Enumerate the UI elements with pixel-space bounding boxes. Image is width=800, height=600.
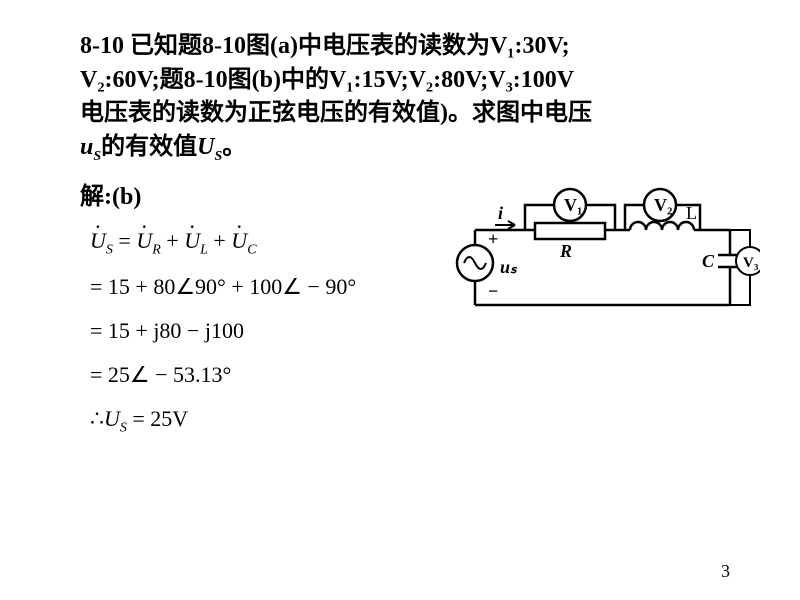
equation-4: = 25∠ − 53.13° [90,353,740,397]
minus-label: − [488,281,498,301]
problem-line-3: 电压表的读数为正弦电压的有效值)。求图中电压 [80,97,740,131]
problem-line-2: V₂:60V;题8-10图(b)中的V₁:15V;V₂:80V;V₃:100V [80,64,740,98]
page-number: 3 [721,561,730,582]
equation-5: ∴US = 25V [90,397,740,442]
problem-statement: 8-10 已知题8-10图(a)中电压表的读数为V₁:30V; V₂:60V;题… [80,30,740,166]
resistor-label: R [559,241,572,261]
plus-label: + [488,229,498,249]
current-label: i [498,203,503,223]
source-label: uₛ [500,257,518,277]
problem-line-1: 8-10 已知题8-10图(a)中电压表的读数为V₁:30V; [80,30,740,64]
meter-v1-label: V₁ [564,195,582,215]
problem-line-4: uS的有效值US。 [80,131,740,166]
circuit-diagram: V₁ V₂ V₃ i R L C uₛ + − [430,175,760,345]
meter-v2-label: V₂ [654,195,672,215]
capacitor-label: C [702,251,715,271]
inductor-label: L [686,203,697,223]
meter-v3-label: V₃ [743,255,759,271]
